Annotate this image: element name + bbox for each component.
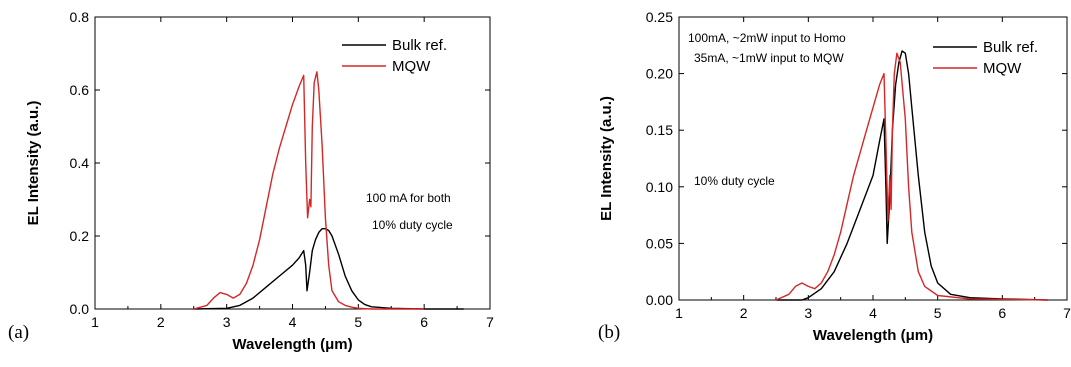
y-tick-label: 0.4 xyxy=(70,155,90,171)
series-line-bulk-ref xyxy=(193,227,464,310)
series-line-mqw xyxy=(193,71,425,310)
annotation-text: 10% duty cycle xyxy=(372,218,453,232)
x-tick-label: 3 xyxy=(223,314,231,330)
x-tick-label: 7 xyxy=(1063,305,1071,321)
x-tick-label: 5 xyxy=(934,305,942,321)
legend-label: MQW xyxy=(392,58,431,75)
series-line-mqw xyxy=(775,52,1048,301)
y-axis-label: EL Intensity (a.u.) xyxy=(598,96,615,221)
annotation-text: 100mA, ~2mW input to Homo xyxy=(688,31,846,45)
y-tick-label: 0.10 xyxy=(646,179,673,195)
x-axis-label: Wavelength (μm) xyxy=(232,336,352,353)
annotation-text: 35mA, ~1mW input to MQW xyxy=(694,51,844,65)
x-tick-label: 4 xyxy=(289,314,297,330)
legend-label: Bulk ref. xyxy=(983,39,1038,56)
annotation-text: 10% duty cycle xyxy=(694,174,775,188)
y-axis-label: EL Intensity (a.u.) xyxy=(25,101,42,226)
y-tick-label: 0.25 xyxy=(646,9,673,25)
y-tick-label: 0.20 xyxy=(646,66,673,82)
x-tick-label: 5 xyxy=(354,314,362,330)
x-axis-label: Wavelength (μm) xyxy=(813,327,933,344)
y-tick-label: 0.05 xyxy=(646,235,673,251)
x-tick-label: 7 xyxy=(486,314,494,330)
x-tick-label: 6 xyxy=(420,314,428,330)
annotation-text: 100 mA for both xyxy=(366,191,451,205)
chart-panel-b: 1 2 3 4 5 6 7 0.00 0.05 0.10 0.15 0.20 0.25 Wavelengt… xyxy=(598,9,1071,344)
y-tick-label: 0.8 xyxy=(70,9,90,25)
chart-panel-a: 1 2 3 4 5 6 7 0.0 0.2 0.4 0.6 0.8 Wavelength (μm) EL … xyxy=(8,9,494,353)
y-tick-label: 0.6 xyxy=(70,82,90,98)
x-tick-label: 6 xyxy=(998,305,1006,321)
y-tick-label: 0.2 xyxy=(70,228,90,244)
legend-label: MQW xyxy=(983,60,1022,77)
panel-label: (a) xyxy=(8,322,29,343)
y-tick-label: 0.0 xyxy=(70,301,90,317)
panel-label: (b) xyxy=(598,322,620,343)
legend-label: Bulk ref. xyxy=(392,37,447,54)
x-tick-label: 4 xyxy=(869,305,877,321)
y-tick-label: 0.00 xyxy=(646,292,673,308)
x-tick-label: 1 xyxy=(675,305,683,321)
y-tick-label: 0.15 xyxy=(646,122,673,138)
x-tick-label: 3 xyxy=(804,305,812,321)
series-line-bulk-ref xyxy=(776,50,1048,301)
x-tick-label: 2 xyxy=(740,305,748,321)
x-tick-label: 2 xyxy=(157,314,165,330)
x-tick-label: 1 xyxy=(91,314,99,330)
